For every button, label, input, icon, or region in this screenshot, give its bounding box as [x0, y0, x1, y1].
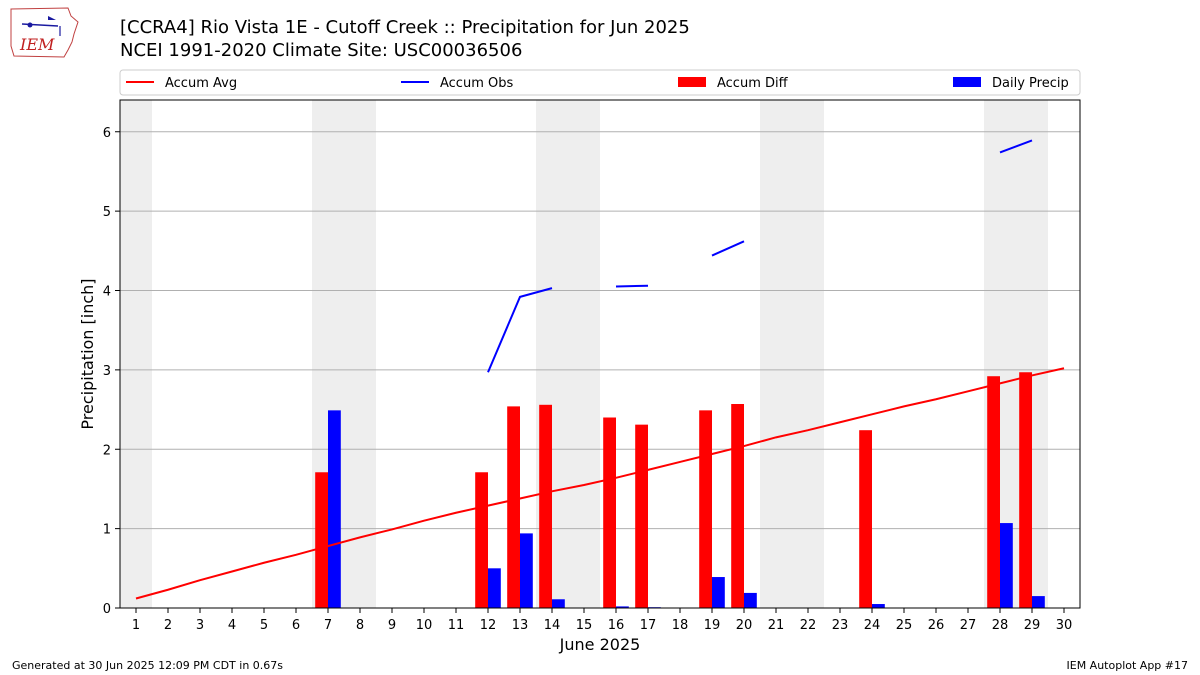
daily-precip-bar	[328, 410, 341, 608]
accum-diff-bar	[315, 472, 328, 608]
x-tick-label: 28	[992, 618, 1009, 633]
weekend-shade	[792, 100, 824, 608]
plot-frame	[119, 99, 1081, 609]
accum-diff-bar	[987, 376, 1000, 608]
iowa-map-icon	[10, 7, 79, 58]
logo-text: IEM	[19, 35, 55, 54]
y-tick-label: 5	[103, 205, 111, 220]
weekend-shade	[568, 100, 600, 608]
accum-diff-bar	[699, 410, 712, 608]
y-tick-label: 1	[103, 523, 111, 538]
weekend-shade	[120, 100, 152, 608]
x-tick-label: 4	[228, 618, 236, 633]
daily-precip-bar	[872, 604, 885, 608]
x-tick-label: 7	[324, 618, 332, 633]
weekend-shade	[344, 100, 376, 608]
y-axis-label: Precipitation [inch]	[78, 278, 97, 429]
y-tick-label: 6	[103, 126, 111, 141]
y-tick-label: 4	[103, 285, 111, 300]
x-tick-label: 8	[356, 618, 364, 633]
x-tick-label: 9	[388, 618, 396, 633]
y-tick-label: 2	[103, 443, 111, 458]
x-tick-label: 14	[544, 618, 561, 633]
accum-diff-bar	[539, 404, 552, 608]
x-axis-label: June 2025	[559, 635, 641, 654]
chart-subtitle: NCEI 1991-2020 Climate Site: USC00036506	[120, 40, 523, 61]
legend-label: Accum Obs	[440, 76, 513, 91]
accum-diff-bar	[1019, 372, 1032, 608]
x-tick-label: 3	[196, 618, 204, 633]
x-tick-label: 26	[928, 618, 945, 633]
x-tick-label: 17	[640, 618, 657, 633]
legend-label: Daily Precip	[992, 76, 1069, 91]
accum-diff-bar	[507, 406, 520, 608]
x-tick-label: 23	[832, 618, 849, 633]
x-tick-label: 29	[1024, 618, 1041, 633]
chart-title: [CCRA4] Rio Vista 1E - Cutoff Creek :: P…	[120, 17, 690, 38]
x-tick-label: 22	[800, 618, 817, 633]
x-tick-label: 6	[292, 618, 300, 633]
accum-obs-line	[999, 139, 1033, 154]
x-tick-label: 21	[768, 618, 785, 633]
accum-diff-bar	[859, 430, 872, 608]
legend-label: Accum Diff	[717, 76, 789, 91]
legend-bar-swatch	[953, 77, 981, 87]
daily-precip-bar	[1032, 596, 1045, 608]
x-tick-label: 5	[260, 618, 268, 633]
accum-obs-line	[615, 284, 649, 288]
x-tick-label: 10	[416, 618, 433, 633]
x-tick-label: 30	[1056, 618, 1073, 633]
x-tick-label: 16	[608, 618, 625, 633]
accum-diff-bar	[475, 472, 488, 608]
x-tick-label: 13	[512, 618, 529, 633]
x-tick-label: 11	[448, 618, 465, 633]
daily-precip-bar	[488, 568, 501, 608]
accum-obs-line	[487, 287, 553, 373]
iem-logo: IEM	[10, 7, 79, 58]
accum-obs-line	[711, 240, 745, 257]
accum-diff-bar	[603, 417, 616, 608]
generated-footer: Generated at 30 Jun 2025 12:09 PM CDT in…	[12, 659, 284, 672]
accum-avg-line	[135, 367, 1065, 600]
daily-precip-bar	[712, 577, 725, 608]
x-tick-label: 24	[864, 618, 881, 633]
x-tick-label: 20	[736, 618, 753, 633]
x-tick-label: 27	[960, 618, 977, 633]
daily-precip-bar	[520, 533, 533, 608]
accum-diff-bar	[635, 424, 648, 608]
x-tick-label: 12	[480, 618, 497, 633]
x-tick-label: 15	[576, 618, 593, 633]
legend-box	[119, 69, 1081, 96]
x-tick-label: 25	[896, 618, 913, 633]
daily-precip-bar	[1000, 523, 1013, 608]
legend-label: Accum Avg	[165, 76, 237, 91]
daily-precip-bar	[616, 606, 629, 608]
weekend-shade	[760, 100, 792, 608]
x-tick-label: 2	[164, 618, 172, 633]
x-tick-label: 1	[132, 618, 140, 633]
accum-diff-bar	[731, 404, 744, 608]
daily-precip-bar	[744, 592, 757, 608]
daily-precip-bar	[552, 599, 565, 608]
app-footer: IEM Autoplot App #17	[1066, 659, 1189, 672]
x-tick-label: 19	[704, 618, 721, 633]
y-tick-label: 0	[103, 602, 111, 617]
legend-bar-swatch	[678, 77, 706, 87]
x-tick-label: 18	[672, 618, 689, 633]
y-tick-label: 3	[103, 364, 111, 379]
